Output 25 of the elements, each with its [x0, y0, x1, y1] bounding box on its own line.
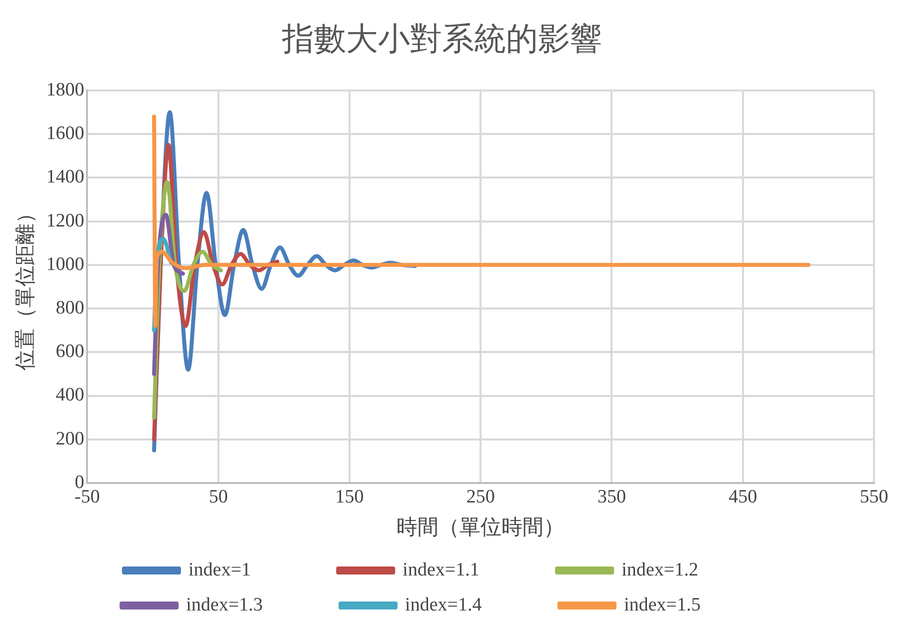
legend-label: index=1.3	[186, 594, 325, 616]
legend-label: index=1	[188, 559, 322, 580]
y-axis-title: 位置（單位距離）	[13, 202, 38, 371]
x-tick-label: 350	[597, 486, 626, 508]
x-tick-label: 550	[860, 486, 888, 508]
chart-title: 指數大小對系統的影響	[281, 20, 602, 57]
line-series	[152, 114, 810, 328]
y-tick-label: 600	[56, 341, 84, 362]
y-tick-label: 1400	[46, 166, 84, 188]
y-tick-label: 1000	[46, 254, 84, 275]
y-tick-label: 1800	[46, 79, 84, 100]
y-tick-label: 800	[56, 297, 84, 318]
y-tick-label: 200	[56, 428, 84, 450]
legend-label: index=1.1	[402, 559, 542, 580]
legend-label: index=1.4	[405, 594, 544, 616]
x-tick-label: 250	[466, 486, 495, 508]
y-tick-label: 1200	[46, 210, 84, 232]
x-tick-label: 450	[728, 486, 758, 508]
y-tick-label: 400	[56, 384, 84, 406]
legend-label: index=1.2	[622, 559, 760, 580]
x-tick-label: 50	[208, 486, 228, 508]
y-tick-label: 1600	[46, 123, 84, 144]
legend-label: index=1.5	[624, 594, 762, 616]
x-tick-label: 150	[335, 486, 364, 508]
x-axis-title: 時間（單位時間）	[396, 514, 565, 539]
